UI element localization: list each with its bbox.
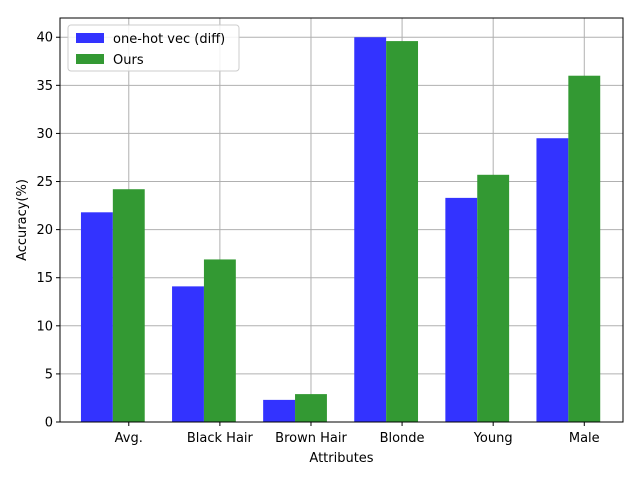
x-tick-label: Avg.: [115, 431, 143, 446]
x-tick-label: Blonde: [380, 431, 425, 446]
bar-ours-1: [203, 259, 236, 422]
legend-label: one-hot vec (diff): [113, 32, 225, 47]
y-tick-label: 30: [36, 127, 53, 142]
bar-baseline-5: [536, 138, 569, 422]
x-tick-label: Male: [569, 431, 600, 446]
bar-baseline-0: [80, 212, 113, 422]
y-axis: 0 5 10 15 20 25 30 35 40: [36, 31, 60, 431]
bar-ours-5: [568, 75, 601, 422]
x-axis: Avg. Black Hair Brown Hair Blonde Young Male: [115, 422, 600, 446]
bar-ours-0: [112, 189, 145, 422]
bar-baseline-3: [354, 37, 387, 422]
legend-swatch: [76, 54, 104, 64]
y-tick-label: 20: [36, 223, 53, 238]
legend-label: Ours: [113, 53, 144, 68]
y-tick-label: 0: [45, 416, 53, 431]
y-tick-label: 35: [36, 79, 53, 94]
x-tick-label: Brown Hair: [275, 431, 347, 446]
x-tick-label: Young: [473, 431, 513, 446]
bar-baseline-1: [172, 286, 204, 422]
y-tick-label: 25: [36, 175, 53, 190]
bar-ours-2: [295, 394, 327, 422]
bar-ours-3: [386, 41, 419, 422]
y-tick-label: 10: [36, 319, 53, 334]
x-tick-label: Black Hair: [187, 431, 254, 446]
legend: one-hot vec (diff) Ours: [67, 24, 240, 72]
y-tick-label: 5: [45, 367, 53, 382]
legend-swatch: [76, 33, 104, 43]
y-tick-label: 40: [36, 31, 53, 46]
bars: [80, 37, 601, 422]
x-axis-label: Attributes: [309, 451, 373, 466]
plot-frame: [59, 17, 624, 423]
bar-baseline-2: [263, 399, 296, 422]
bar-baseline-4: [445, 197, 478, 422]
y-axis-label: Accuracy(%): [15, 179, 30, 261]
legend-box: [67, 24, 240, 72]
y-tick-label: 15: [36, 271, 53, 286]
bar-ours-4: [477, 174, 510, 422]
